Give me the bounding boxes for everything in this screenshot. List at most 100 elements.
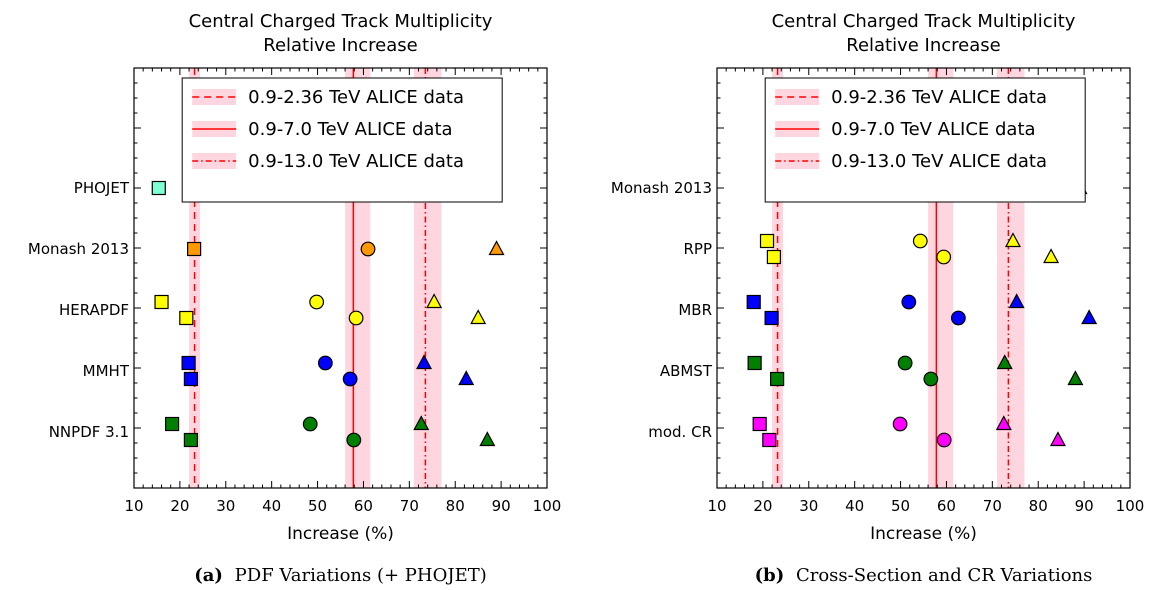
y-category-label: RPP [683,240,712,258]
data-point-rpp-circle [912,233,928,249]
data-point-herapdf-square [154,294,169,310]
x-tick-label: 70 [400,497,419,515]
data-point-mmht-square [183,371,199,387]
y-category-label: HERAPDF [59,301,129,319]
data-point-monash-2013-circle [360,241,376,257]
y-category-label: ABMST [660,362,713,380]
y-category-label: Monash 2013 [611,179,712,197]
data-point-rpp-circle [936,249,952,265]
legend-label: 0.9-13.0 TeV ALICE data [248,151,464,172]
chart-panel-a: Central Charged Track Multiplicity Relat… [28,11,561,586]
data-point-nnpdf-3-1-triangle [413,415,430,431]
chart-subtitle: Relative Increase [263,35,418,56]
data-point-nnpdf-3-1-circle [346,432,362,448]
data-point-mmht-triangle [416,354,433,370]
caption-text: Cross-Section and CR Variations [796,565,1092,586]
data-point-monash-2013-square [187,241,202,257]
legend: 0.9-2.36 TeV ALICE data 0.9-7.0 TeV ALICE… [181,77,503,203]
data-point-nnpdf-3-1-square [164,416,180,432]
data-point-mod-cr-circle [892,416,908,432]
caption: (a) PDF Variations (+ PHOJET) [194,565,487,586]
legend-label: 0.9-2.36 TeV ALICE data [831,87,1047,108]
data-point-rpp-square [766,249,782,265]
data-point-abmst-triangle [1067,370,1084,386]
data-point-mbr-square [764,310,779,326]
data-point-mod-cr-triangle [1049,431,1066,447]
data-point-mmht-triangle [458,370,475,386]
data-point-nnpdf-3-1-square [183,432,199,448]
y-category-label: PHOJET [74,179,130,197]
y-category-label: MMHT [83,362,130,380]
y-category-label: NNPDF 3.1 [49,423,129,441]
x-tick-label: 50 [308,497,327,515]
data-point-herapdf-triangle [470,309,487,325]
x-axis-label: Increase (%) [287,524,394,544]
x-tick-label: 50 [891,497,910,515]
x-tick-label: 30 [216,497,235,515]
x-tick-label: 90 [492,497,511,515]
data-point-mod-cr-triangle [995,415,1012,431]
chart-title: Central Charged Track Multiplicity [772,11,1076,32]
data-point-mbr-square [746,294,761,310]
caption-label: (a) [194,565,223,586]
x-tick-label: 10 [707,497,726,515]
data-point-mmht-square [181,355,196,371]
x-tick-label: 90 [1075,497,1094,515]
legend-band-swatch [192,89,237,105]
data-point-mbr-circle [901,294,917,310]
data-point-mmht-circle [317,355,333,371]
chart-panel-b: Central Charged Track Multiplicity Relat… [611,11,1144,586]
data-point-rpp-square [759,233,775,249]
data-point-monash-2013-triangle [488,240,505,256]
data-point-phojet-square [151,180,166,196]
x-tick-label: 20 [170,497,189,515]
x-tick-label: 60 [354,497,373,515]
data-point-rpp-triangle [1043,248,1060,264]
data-point-abmst-square [770,371,785,387]
legend-label: 0.9-2.36 TeV ALICE data [248,87,464,108]
data-point-abmst-circle [923,371,939,387]
x-tick-label: 10 [124,497,143,515]
legend-band-swatch [775,153,820,169]
data-point-herapdf-circle [348,310,364,326]
x-tick-label: 40 [845,497,864,515]
data-point-abmst-square [747,355,762,371]
legend-label: 0.9-13.0 TeV ALICE data [831,151,1047,172]
data-point-mod-cr-square [762,432,777,448]
data-point-herapdf-triangle [426,293,443,309]
legend: 0.9-2.36 TeV ALICE data 0.9-7.0 TeV ALICE… [764,77,1086,203]
caption-text: PDF Variations (+ PHOJET) [235,565,487,586]
x-tick-label: 70 [983,497,1002,515]
data-point-mbr-circle [950,310,966,326]
data-point-mmht-circle [342,371,358,387]
legend-label: 0.9-7.0 TeV ALICE data [248,119,452,140]
chart-subtitle: Relative Increase [846,35,1001,56]
y-category-label: Monash 2013 [28,240,129,258]
caption: (b) Cross-Section and CR Variations [755,565,1093,586]
data-point-abmst-triangle [996,354,1013,370]
data-point-nnpdf-3-1-triangle [479,431,496,447]
data-point-abmst-circle [897,355,913,371]
y-category-label: mod. CR [648,423,712,441]
x-axis-label: Increase (%) [870,524,977,544]
x-tick-label: 100 [1116,497,1145,515]
caption-label: (b) [755,565,785,586]
legend-band-swatch [192,153,237,169]
data-point-herapdf-square [179,310,194,326]
x-tick-label: 80 [446,497,465,515]
x-tick-label: 100 [533,497,562,515]
x-tick-label: 60 [937,497,956,515]
x-tick-label: 40 [262,497,281,515]
x-tick-label: 80 [1029,497,1048,515]
data-point-herapdf-circle [309,294,325,310]
legend-band-swatch [775,89,820,105]
chart-title: Central Charged Track Multiplicity [189,11,493,32]
x-tick-label: 20 [753,497,772,515]
x-tick-label: 30 [799,497,818,515]
data-point-rpp-triangle [1004,232,1021,248]
legend-label: 0.9-7.0 TeV ALICE data [831,119,1035,140]
data-point-mbr-triangle [1008,293,1025,309]
data-point-mod-cr-circle [936,432,952,448]
data-point-nnpdf-3-1-circle [302,416,318,432]
